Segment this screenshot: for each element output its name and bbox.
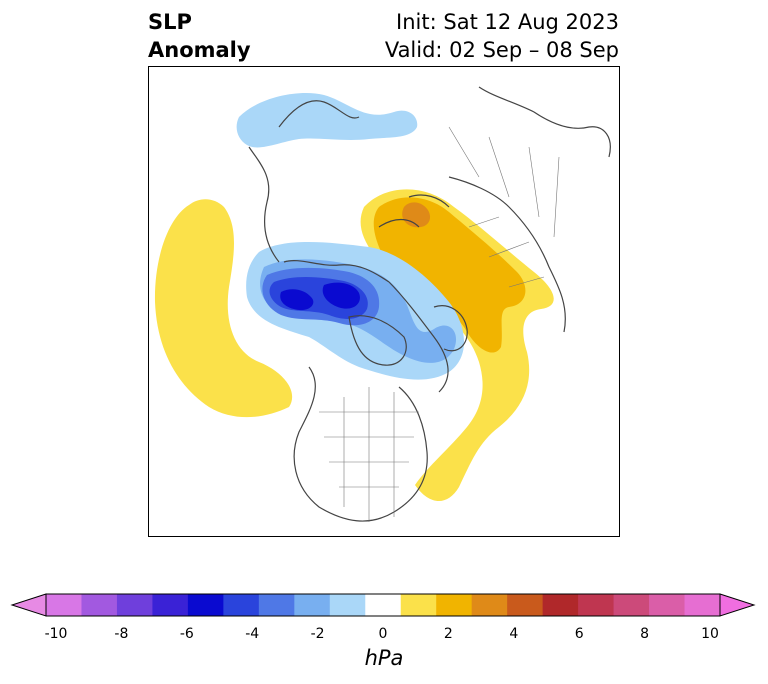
colorbar-bin <box>116 594 153 616</box>
colorbar-bin <box>684 594 721 616</box>
colorbar-tick-label: 2 <box>443 626 453 642</box>
political-borders <box>319 126 560 522</box>
colorbar-tick-label: 10 <box>701 626 719 642</box>
colorbar-bin <box>578 594 615 616</box>
colorbar <box>10 593 756 617</box>
scandinavia-high-core <box>373 197 526 353</box>
aleutian-low-core <box>280 282 360 311</box>
anomaly-map <box>154 86 611 522</box>
colorbar-bin <box>258 594 295 616</box>
colorbar-tick-label: 4 <box>509 626 519 642</box>
colorbar-under-arrow <box>10 593 47 617</box>
pacific-high-contour <box>154 199 293 418</box>
init-date: Init: Sat 12 Aug 2023 <box>396 10 619 34</box>
colorbar-tick-label: -2 <box>310 626 325 642</box>
map-subtitle: Init: Sat 12 Aug 2023 Valid: 02 Sep – 08… <box>385 8 619 64</box>
title-line-2: Anomaly <box>148 38 251 62</box>
colorbar-tick-label: -10 <box>44 626 68 642</box>
colorbar-bin <box>471 594 508 616</box>
colorbar-unit-label: hPa <box>364 646 404 670</box>
colorbar-bin <box>187 594 224 616</box>
colorbar-bin <box>81 594 118 616</box>
colorbar-bin <box>152 594 189 616</box>
colorbar-over-arrow <box>719 593 756 617</box>
colorbar-bin <box>294 594 331 616</box>
colorbar-bin <box>542 594 579 616</box>
map-title: SLP Anomaly <box>148 8 251 64</box>
map-panel <box>148 66 620 537</box>
colorbar-bin <box>365 594 402 616</box>
colorbar-bin <box>223 594 260 616</box>
colorbar-tick-label: 6 <box>574 626 584 642</box>
colorbar-bin <box>436 594 473 616</box>
colorbar-tick-label: -8 <box>114 626 129 642</box>
colorbar-bin <box>400 594 437 616</box>
colorbar-tick-label: 0 <box>378 626 388 642</box>
colorbar-bin <box>46 594 82 616</box>
colorbar-bin <box>649 594 686 616</box>
coastlines <box>248 86 611 522</box>
valid-range: Valid: 02 Sep – 08 Sep <box>384 38 619 62</box>
title-line-1: SLP <box>148 10 192 34</box>
colorbar-tick-label: -4 <box>245 626 260 642</box>
arctic-low-contour <box>236 93 418 148</box>
colorbar-tick-label: 8 <box>640 626 650 642</box>
colorbar-bin <box>329 594 366 616</box>
colorbar-outline <box>45 593 721 617</box>
colorbar-bin <box>613 594 650 616</box>
colorbar-tick-label: -6 <box>179 626 194 642</box>
colorbar-bin <box>507 594 544 616</box>
